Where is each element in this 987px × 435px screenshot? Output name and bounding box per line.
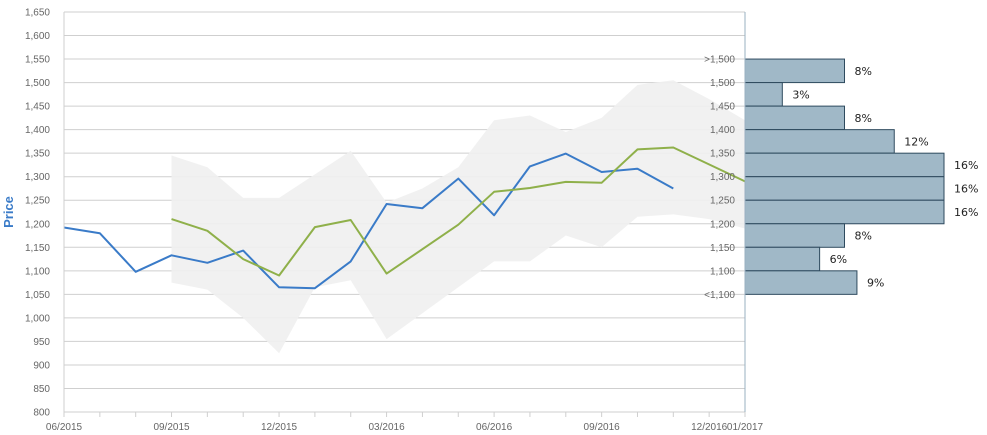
histogram-percent-label: 9% xyxy=(867,277,884,290)
histogram-bar xyxy=(744,199,945,225)
x-tick-label: 12/2015 xyxy=(261,422,298,433)
histogram-bar xyxy=(744,176,945,201)
range-band xyxy=(171,80,745,354)
y-tick-label: 1,300 xyxy=(25,172,50,183)
histogram-percent-label: 8% xyxy=(855,65,872,78)
histogram-bin-label: 1,150 xyxy=(710,243,735,254)
histogram-bin-label: 1,450 xyxy=(710,102,735,113)
histogram-bin-label: 1,500 xyxy=(710,78,735,89)
histogram-bin-label: 1,200 xyxy=(710,219,735,230)
histogram-bin-label: <1,100 xyxy=(704,290,735,301)
histogram-bar xyxy=(744,58,845,84)
x-tick-label: 09/2016 xyxy=(584,422,621,433)
y-tick-label: 950 xyxy=(33,337,50,348)
histogram-bar xyxy=(744,129,895,154)
y-tick-label: 800 xyxy=(33,408,50,419)
y-tick-label: 1,500 xyxy=(25,78,50,89)
y-tick-label: 1,450 xyxy=(25,102,50,113)
average-line xyxy=(171,146,746,277)
y-tick-label: 1,050 xyxy=(25,290,50,301)
axes: 800 850 900 950 1,000 1,050 1,100 1,150 1,200 1,2… xyxy=(25,8,764,434)
y-tick-label: 1,000 xyxy=(25,313,50,324)
y-axis-label: Price xyxy=(1,196,16,228)
histogram-percent-label: 12% xyxy=(904,135,928,148)
histogram-bar xyxy=(744,105,845,131)
histogram-bar xyxy=(744,246,821,272)
histogram-bar xyxy=(744,82,783,107)
y-tick-label: 1,200 xyxy=(25,219,50,230)
histogram-percent-label: 8% xyxy=(855,230,872,243)
y-tick-label: 1,650 xyxy=(25,8,50,19)
series-lines xyxy=(63,146,746,290)
x-tick-label: 06/2015 xyxy=(46,422,83,433)
y-tick-label: 1,600 xyxy=(25,31,50,42)
distribution-histogram: 8% >1,500 3% 1,500 8% 1,450 12% 1,400 16% 1,350 16… xyxy=(704,55,978,301)
histogram-bar xyxy=(744,270,858,295)
histogram-percent-label: 16% xyxy=(954,206,978,219)
histogram-bin-label: 1,400 xyxy=(710,125,735,136)
histogram-bin-label: 1,350 xyxy=(710,149,735,160)
histogram-bar xyxy=(744,152,945,178)
y-tick-label: 850 xyxy=(33,384,50,395)
histogram-percent-label: 16% xyxy=(954,182,978,195)
histogram-percent-label: 6% xyxy=(830,253,847,266)
histogram-bin-label: 1,100 xyxy=(710,266,735,277)
y-tick-label: 1,350 xyxy=(25,149,50,160)
y-tick-label: 1,250 xyxy=(25,196,50,207)
x-tick-label: 06/2016 xyxy=(476,422,513,433)
histogram-percent-label: 3% xyxy=(792,88,809,101)
histogram-bin-label: 1,250 xyxy=(710,196,735,207)
x-tick-label: 01/2017 xyxy=(727,422,764,433)
histogram-percent-label: 16% xyxy=(954,159,978,172)
x-tick-label: 12/2016 xyxy=(691,422,728,433)
histogram-bin-label: >1,500 xyxy=(704,55,735,66)
y-tick-label: 1,100 xyxy=(25,266,50,277)
y-tick-label: 1,150 xyxy=(25,243,50,254)
histogram-bin-label: 1,300 xyxy=(710,172,735,183)
price-line xyxy=(63,152,674,290)
histogram-percent-label: 8% xyxy=(855,112,872,125)
x-tick-label: 09/2015 xyxy=(153,422,190,433)
y-tick-label: 900 xyxy=(33,360,50,371)
y-tick-label: 1,400 xyxy=(25,125,50,136)
y-tick-label: 1,550 xyxy=(25,55,50,66)
histogram-bar xyxy=(744,223,845,248)
range-band-area xyxy=(171,80,745,354)
x-tick-label: 03/2016 xyxy=(369,422,406,433)
